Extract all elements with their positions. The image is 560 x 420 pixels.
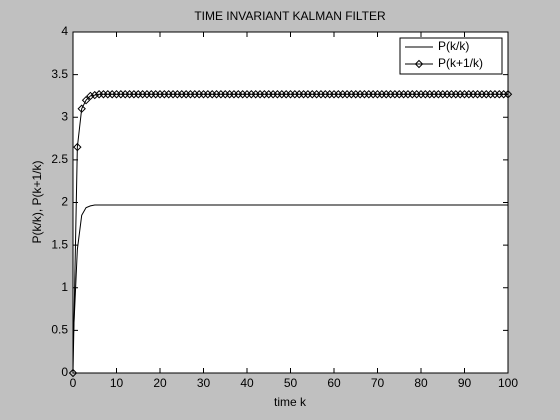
plot-area — [72, 31, 509, 374]
x-tick-label: 0 — [70, 376, 77, 390]
x-tick-label: 50 — [284, 376, 298, 390]
marker — [503, 90, 513, 99]
x-tick-label: 60 — [327, 376, 341, 390]
y-tick-label: 3.5 — [51, 67, 68, 81]
x-tick-label: 70 — [371, 376, 385, 390]
legend-label: P(k/k) — [438, 39, 469, 53]
x-tick-label: 100 — [498, 376, 518, 390]
series-line — [72, 204, 508, 345]
marker — [90, 90, 99, 100]
x-tick-label: 80 — [414, 376, 428, 390]
x-tick-label: 10 — [110, 376, 124, 390]
y-tick-label: 1 — [61, 280, 68, 294]
marker — [77, 104, 86, 113]
x-tick-label: 90 — [458, 376, 472, 390]
x-axis-label: time k — [274, 395, 307, 409]
marker — [86, 91, 95, 101]
x-tick-label: 40 — [240, 376, 254, 390]
y-axis-label: P(k/k), P(k+1/k) — [30, 160, 44, 243]
x-tick-label: 20 — [153, 376, 167, 390]
y-tick-label: 2.5 — [51, 152, 68, 166]
marker — [73, 142, 82, 152]
y-tick-label: 4 — [61, 24, 68, 38]
legend-box — [399, 37, 503, 75]
x-tick-label: 30 — [197, 376, 211, 390]
y-tick-label: 0.5 — [51, 323, 68, 337]
y-tick-label: 3 — [61, 109, 68, 123]
legend-label: P(k+1/k) — [438, 56, 483, 70]
marker — [68, 368, 78, 378]
y-tick-label: 1.5 — [51, 237, 68, 251]
marker — [81, 95, 91, 105]
legend-marker — [414, 59, 424, 69]
chart-title: TIME INVARIANT KALMAN FILTER — [194, 9, 386, 23]
y-tick-label: 0 — [61, 365, 68, 379]
y-tick-label: 2 — [61, 195, 68, 209]
